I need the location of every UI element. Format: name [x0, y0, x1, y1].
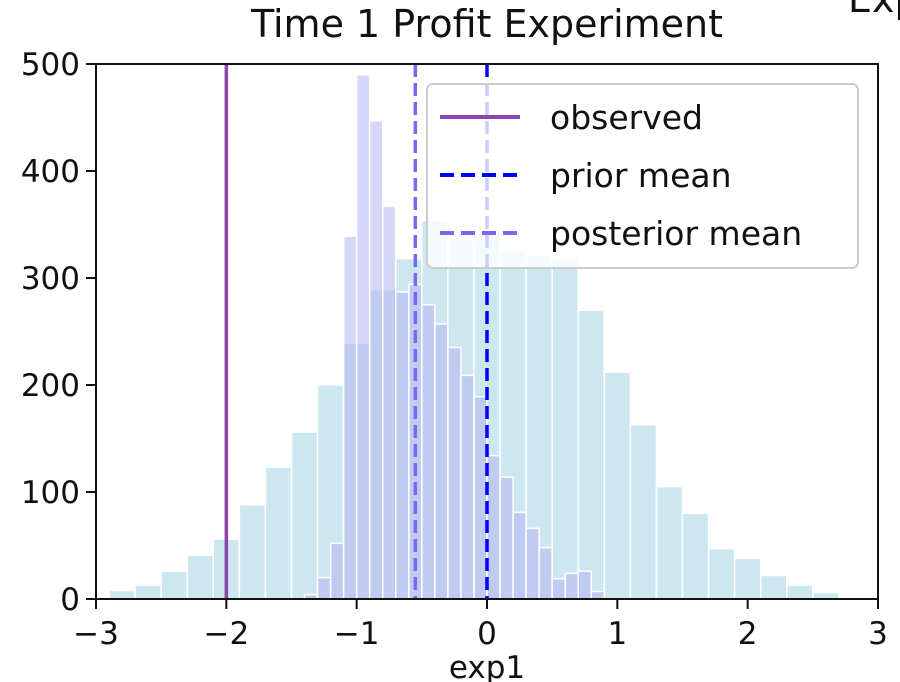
prior-bar-19: [603, 371, 632, 600]
prior-bar-1: [134, 584, 162, 600]
posterior-bar-16: [512, 511, 527, 600]
prior-bar-23: [707, 547, 736, 600]
x-axis: −3 −2 −1 0 1 2 3: [73, 599, 888, 652]
posterior-bar-10: [434, 323, 449, 600]
chart-title: Time 1 Profit Experiment: [250, 2, 723, 46]
legend-label-observed: observed: [550, 98, 703, 137]
x-tick-label: 1: [607, 616, 627, 652]
posterior-bar-12: [460, 374, 475, 600]
posterior-bar-5: [368, 119, 384, 600]
posterior-bar-20: [564, 572, 579, 600]
posterior-bar-15: [499, 476, 514, 600]
posterior-bar-21: [577, 570, 593, 600]
prior-bar-6: [264, 466, 293, 600]
prior-bar-25: [759, 574, 788, 600]
y-tick-label: 200: [21, 368, 80, 404]
y-tick-label: 300: [21, 261, 80, 297]
posterior-bar-2: [329, 542, 345, 600]
reference-lines: [224, 64, 489, 599]
legend-box: [426, 83, 859, 269]
posterior-bar-18: [538, 546, 553, 600]
posterior-bar-11: [447, 346, 462, 600]
x-tick-label: 0: [477, 616, 497, 652]
posterior-bar-1: [316, 576, 332, 600]
prior-bar-2: [160, 570, 188, 600]
adjacent-chart-title-clipped: Exp: [848, 0, 900, 21]
x-tick-label: −1: [334, 616, 380, 652]
x-tick-label: −2: [203, 616, 249, 652]
x-axis-label: exp1: [449, 650, 525, 682]
x-tick-label: 3: [868, 616, 888, 652]
posterior-bar-22: [590, 590, 606, 600]
prior-bar-24: [733, 557, 762, 600]
y-tick-label: 100: [21, 475, 80, 511]
prior-bar-21: [655, 485, 684, 600]
y-tick-label: 400: [21, 154, 80, 190]
posterior-bar-19: [551, 577, 566, 600]
prior-bar-18: [577, 309, 606, 600]
y-axis: 0 100 200 300 400 500: [21, 47, 96, 618]
legend-label-posterior-mean: posterior mean: [550, 214, 802, 253]
prior-bar-3: [186, 554, 215, 600]
posterior-bar-9: [421, 304, 436, 600]
posterior-bar-17: [525, 527, 540, 600]
y-tick-label: 0: [60, 582, 80, 618]
posterior-histogram: [303, 73, 606, 600]
prior-bar-17: [551, 257, 579, 600]
prior-bar-0: [108, 589, 136, 600]
posterior-bar-7: [395, 291, 410, 600]
posterior-bar-3: [342, 235, 358, 600]
x-tick-label: 2: [738, 616, 758, 652]
y-tick-label: 500: [21, 47, 80, 83]
legend-label-prior-mean: prior mean: [550, 156, 732, 195]
x-tick-label: −3: [73, 616, 119, 652]
prior-bar-26: [786, 584, 814, 600]
posterior-bar-13: [473, 396, 488, 600]
posterior-bar-14: [486, 454, 501, 600]
posterior-bar-6: [381, 205, 397, 600]
prior-bar-22: [681, 512, 710, 600]
prior-bar-7: [290, 431, 319, 600]
posterior-bar-4: [355, 73, 371, 600]
prior-bar-5: [238, 504, 267, 600]
legend: observed prior mean posterior mean: [426, 83, 859, 269]
prior-bar-20: [629, 423, 658, 600]
